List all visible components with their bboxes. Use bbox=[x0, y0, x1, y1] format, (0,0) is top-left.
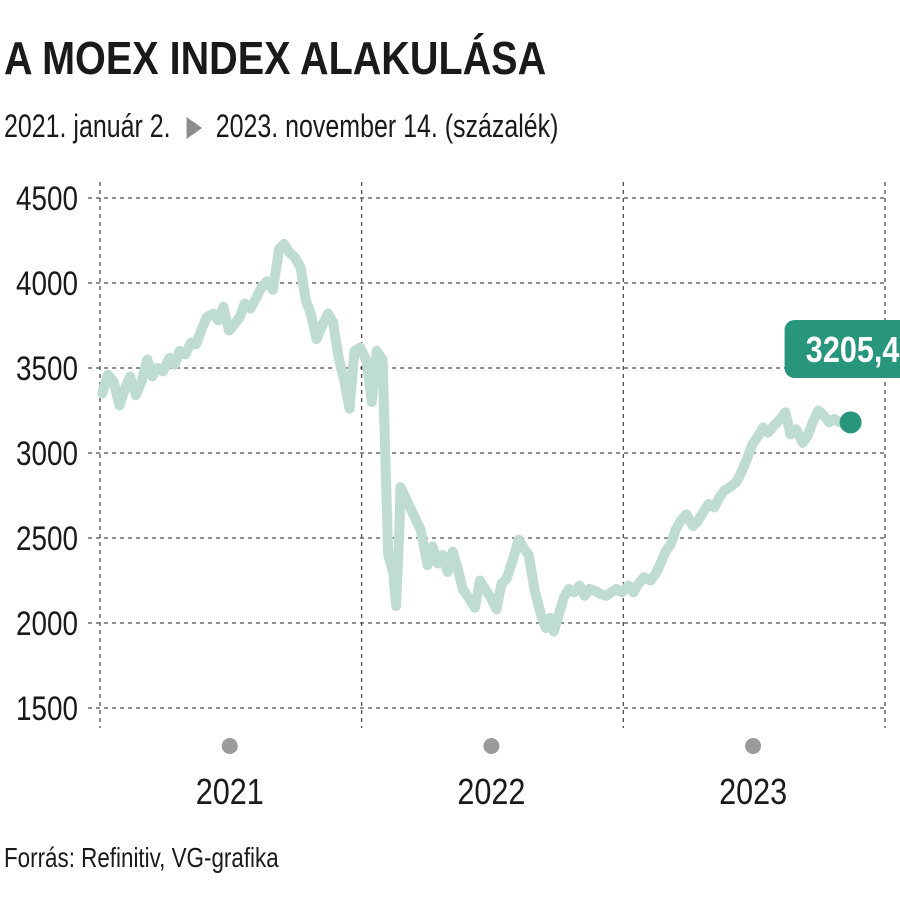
subtitle-start-date: 2021. január 2. bbox=[4, 108, 171, 144]
plot-area bbox=[97, 238, 851, 637]
y-tick-label: 2500 bbox=[16, 519, 78, 557]
x-tick-label: 2022 bbox=[457, 773, 525, 813]
y-tick-label: 2000 bbox=[16, 604, 78, 642]
y-tick-label: 3500 bbox=[16, 349, 78, 387]
y-tick-label: 4500 bbox=[16, 179, 78, 217]
last-value-dot bbox=[839, 411, 862, 434]
y-axis: 4500 4000 3500 3000 2500 2000 1500 bbox=[16, 179, 78, 727]
chart-title: A MOEX INDEX ALAKULÁSA bbox=[4, 32, 547, 84]
y-tick-label: 1500 bbox=[16, 689, 78, 727]
year-dot bbox=[483, 738, 500, 754]
year-dot bbox=[745, 738, 762, 754]
y-tick-label: 4000 bbox=[16, 264, 78, 302]
x-tick-label: 2021 bbox=[196, 773, 264, 813]
source-note: Forrás: Refinitiv, VG-grafika bbox=[4, 842, 279, 873]
subtitle-end-date: 2023. november 14. (százalék) bbox=[215, 108, 559, 144]
y-tick-label: 3000 bbox=[16, 434, 78, 472]
series-line bbox=[97, 238, 851, 637]
last-value-badge bbox=[784, 320, 900, 378]
x-tick-label: 2023 bbox=[719, 773, 787, 813]
play-arrow-icon bbox=[186, 117, 202, 139]
x-axis: 2021 2022 2023 bbox=[196, 738, 787, 813]
chart-grid bbox=[88, 182, 886, 728]
chart-subtitle: 2021. január 2. 2023. november 14. (száza… bbox=[4, 104, 558, 148]
year-dot bbox=[221, 738, 238, 754]
last-value-callout: 3205,4 bbox=[784, 320, 900, 434]
last-value-label: 3205,4 bbox=[806, 331, 900, 371]
